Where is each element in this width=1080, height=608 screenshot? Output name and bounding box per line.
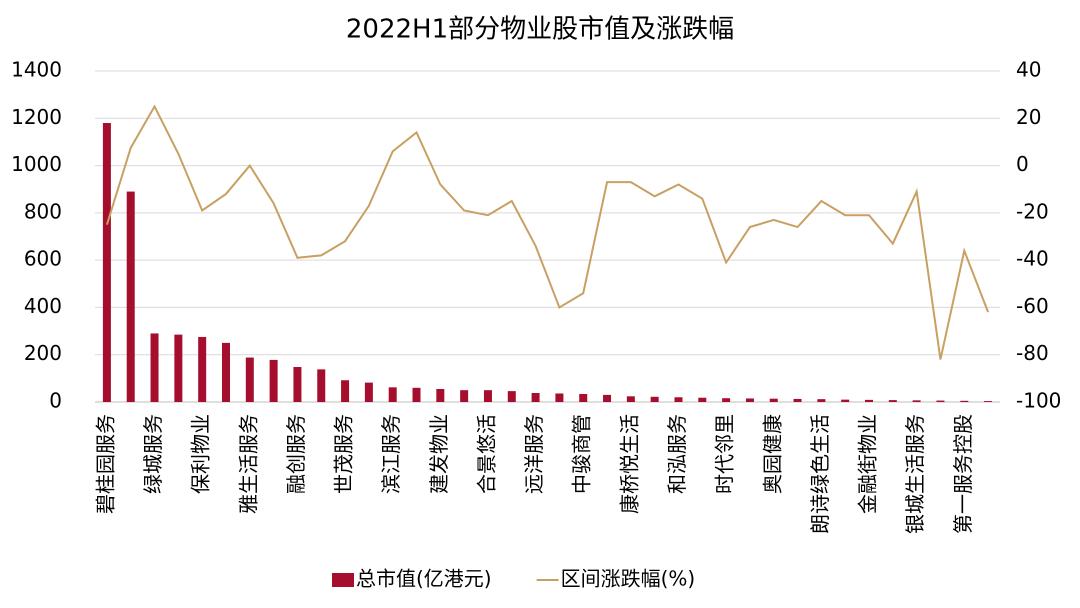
bar	[888, 400, 897, 402]
x-tick-label: 合景悠活	[474, 414, 498, 494]
bar	[865, 399, 874, 402]
bar	[984, 401, 993, 402]
bar	[126, 191, 135, 402]
x-tick-label: 时代邻里	[713, 414, 737, 494]
x-tick-label: 绿城服务	[141, 414, 165, 494]
bar	[317, 369, 326, 402]
x-tick-label: 中骏商管	[570, 414, 594, 494]
x-tick-label: 第一服务控股	[951, 414, 975, 534]
bar	[412, 387, 421, 402]
y-tick-label: 400	[24, 294, 62, 318]
y2-tick-label: 40	[1016, 58, 1041, 82]
y2-tick-label: 0	[1016, 152, 1029, 176]
bar	[150, 333, 159, 402]
x-tick-label: 奥园健康	[760, 414, 784, 494]
bar	[364, 382, 373, 402]
bar	[650, 396, 659, 402]
bar	[936, 400, 945, 402]
x-tick-label: 融创服务	[284, 414, 308, 494]
bar	[483, 390, 492, 402]
x-tick-label: 银城生活服务	[903, 414, 927, 534]
y-tick-label: 1000	[11, 152, 62, 176]
bar	[769, 398, 778, 402]
x-tick-label: 建发物业	[427, 414, 451, 494]
bar	[722, 398, 731, 402]
bar	[817, 399, 826, 402]
bar	[198, 336, 207, 402]
chart-title: 2022H1部分物业股市值及涨跌幅	[346, 15, 734, 45]
legend-label: 总市值(亿港元)	[356, 567, 492, 591]
bar	[698, 397, 707, 402]
bar	[793, 398, 802, 402]
y2-tick-label: 20	[1016, 105, 1041, 129]
bar	[102, 123, 111, 402]
bar	[674, 397, 683, 402]
bar	[436, 388, 445, 402]
x-tick-label: 康桥悦生活	[617, 414, 641, 514]
bar	[507, 391, 516, 402]
x-tick-label: 朗诗绿色生活	[808, 414, 832, 534]
bar	[531, 393, 540, 402]
bar	[626, 396, 635, 402]
bar	[745, 398, 754, 402]
bar	[960, 400, 969, 402]
y-tick-label: 1400	[11, 58, 62, 82]
x-tick-label: 和泓服务	[665, 414, 689, 494]
y2-tick-label: -20	[1016, 199, 1049, 223]
y2-tick-label: -40	[1016, 247, 1049, 271]
y-tick-label: 600	[24, 247, 62, 271]
line	[105, 104, 990, 360]
bar	[460, 390, 469, 402]
x-tick-label: 碧桂园服务	[93, 414, 117, 514]
legend-swatch	[332, 573, 354, 587]
x-tick-label: 雅生活服务	[236, 414, 260, 514]
bar	[174, 334, 183, 402]
bar	[388, 387, 397, 402]
bar	[841, 399, 850, 402]
bar	[245, 357, 254, 402]
bar	[293, 367, 302, 402]
bar	[269, 359, 278, 402]
bar	[603, 394, 612, 402]
x-tick-label: 滨江服务	[379, 414, 403, 494]
bar	[912, 400, 921, 402]
bar	[579, 393, 588, 402]
bar	[221, 342, 230, 402]
bar	[341, 380, 350, 402]
y2-tick-label: -60	[1016, 294, 1049, 318]
x-tick-label: 保利物业	[189, 414, 213, 494]
x-tick-label: 世茂服务	[332, 414, 356, 494]
bar	[555, 393, 564, 402]
legend-label: 区间涨跌幅(%)	[561, 567, 696, 591]
y2-tick-label: -80	[1016, 341, 1049, 365]
y-tick-label: 1200	[11, 105, 62, 129]
y2-tick-label: -100	[1016, 389, 1061, 413]
x-tick-label: 远洋服务	[522, 414, 546, 494]
y-tick-label: 200	[24, 341, 62, 365]
y-tick-label: 0	[49, 389, 62, 413]
x-tick-label: 金融街物业	[856, 414, 880, 514]
y-tick-label: 800	[24, 199, 62, 223]
